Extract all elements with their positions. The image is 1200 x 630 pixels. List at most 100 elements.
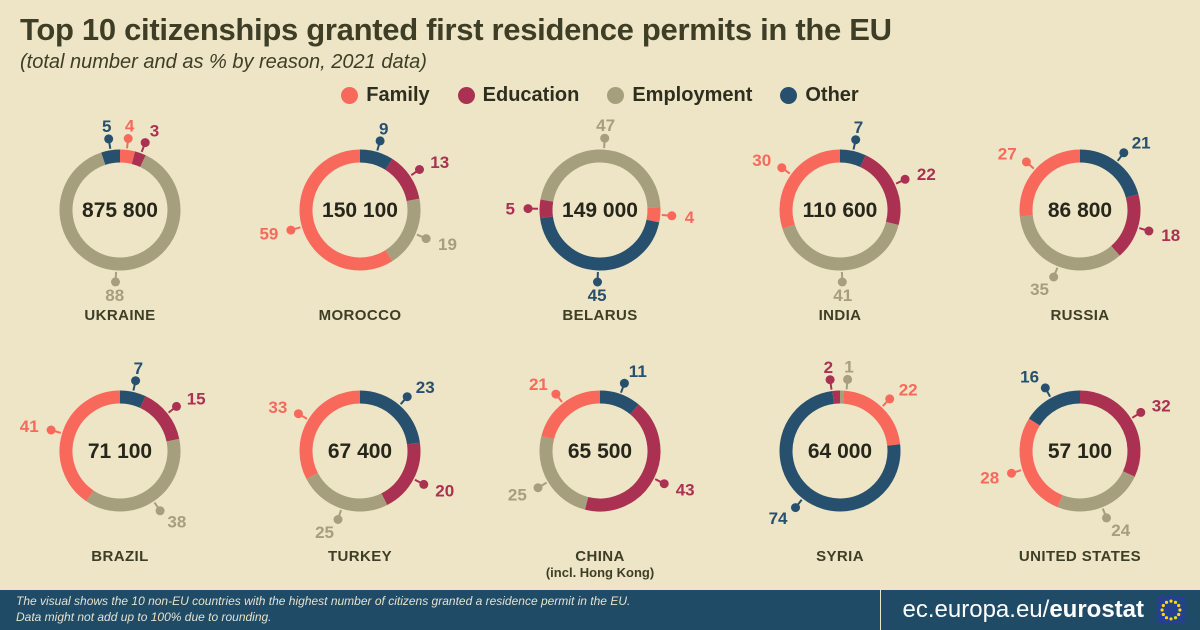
legend-label-family: Family: [366, 84, 430, 106]
total-label-ukraine: 875 800: [82, 199, 158, 222]
percent-label-other: 23: [416, 377, 435, 396]
percent-label-family: 22: [899, 380, 918, 399]
percent-label-employment: 19: [438, 235, 457, 254]
label-dot-employment-icon: [843, 374, 853, 384]
legend: Family Education Employment Other: [20, 84, 1180, 107]
donut-chart-china: 11 43 25 21 65 500 CHINA (incl. Hong Kong): [480, 350, 720, 580]
segment-family: [59, 390, 121, 501]
employment-legend-dot-icon: [607, 87, 625, 104]
label-dot-employment-icon: [1102, 512, 1111, 522]
percent-label-family: 27: [998, 144, 1017, 163]
label-dot-family-icon: [667, 211, 677, 221]
donut-chart-morocco: 9 13 19 59 150 100 MOROCCO: [240, 109, 480, 324]
donut-chart-belarus: 47 4 45 5 149 000 BELARUS: [480, 109, 720, 324]
donut-svg-brazil: 7 15 38 41 71 100: [20, 359, 206, 532]
donut-svg-russia: 21 18 35 27 86 800: [998, 134, 1180, 300]
label-dot-family-icon: [123, 134, 133, 143]
percent-label-other: 7: [854, 118, 863, 137]
percent-label-employment: 25: [315, 522, 334, 541]
footer-note-2: Data might not add up to 100% due to rou…: [16, 610, 272, 624]
segment-employment: [539, 435, 589, 510]
label-dot-family-icon: [286, 225, 296, 235]
total-label-morocco: 150 100: [322, 199, 398, 222]
total-label-syria: 64 000: [808, 440, 872, 463]
segment-other: [359, 149, 393, 171]
segment-education: [1110, 194, 1141, 256]
segment-family: [1019, 149, 1081, 217]
label-dot-employment-icon: [111, 277, 120, 287]
label-dot-employment-icon: [837, 277, 847, 287]
label-dot-family-icon: [1007, 468, 1016, 478]
label-dot-family-icon: [46, 425, 56, 434]
segment-education: [859, 155, 901, 226]
label-dot-other-icon: [619, 378, 629, 388]
donut-svg-morocco: 9 13 19 59 150 100: [259, 119, 457, 271]
country-label-morocco: MOROCCO: [318, 307, 402, 324]
segment-family: [842, 390, 901, 446]
percent-label-family: 33: [268, 398, 287, 417]
page-subtitle: (total number and as % by reason, 2021 d…: [20, 51, 427, 73]
donut-svg-belarus: 47 4 45 5 149 000: [506, 116, 695, 305]
segment-education: [1079, 390, 1141, 477]
donut-svg-china: 11 43 25 21 65 500: [508, 362, 695, 511]
percent-label-other: 74: [769, 508, 788, 527]
segment-family: [646, 207, 661, 223]
segment-family: [541, 390, 601, 439]
segment-employment: [782, 221, 899, 271]
country-label-china: CHINA: [575, 547, 625, 565]
label-dot-other-icon: [1040, 382, 1050, 392]
percent-label-other: 5: [102, 117, 111, 136]
legend-item-other: Other: [780, 84, 859, 107]
legend-label-education: Education: [482, 84, 580, 106]
percent-label-employment: 24: [1111, 521, 1130, 540]
header: Top 10 citizenships granted first reside…: [0, 0, 1200, 107]
percent-label-employment: 47: [596, 116, 615, 135]
segment-family: [299, 149, 393, 271]
donut-chart-united-states: 32 24 28 16 57 100 UNITED STATES: [960, 350, 1200, 565]
donut-chart-ukraine: 4 3 88 5 875 800 UKRAINE: [0, 109, 240, 324]
legend-label-employment: Employment: [632, 84, 753, 106]
percent-label-education: 22: [917, 165, 936, 184]
segment-education: [131, 151, 146, 168]
label-dot-other-icon: [851, 135, 861, 145]
donut-chart-brazil: 7 15 38 41 71 100 BRAZIL: [0, 350, 240, 565]
label-dot-education-icon: [415, 165, 424, 174]
eurostat-link[interactable]: ec.europa.eu/eurostat: [903, 596, 1144, 624]
label-dot-other-icon: [791, 502, 800, 512]
legend-label-other: Other: [805, 84, 859, 106]
legend-item-family: Family: [341, 84, 430, 107]
donut-chart-turkey: 23 20 25 33 67 400 TURKEY: [240, 350, 480, 565]
label-dot-education-icon: [523, 204, 533, 214]
footer-note-1: The visual shows the 10 non-EU countries…: [16, 594, 631, 609]
segment-other: [119, 390, 146, 408]
donut-chart-india: 7 22 41 30 110 600 INDIA: [720, 109, 960, 324]
total-label-brazil: 71 100: [88, 440, 152, 463]
label-dot-family-icon: [885, 393, 895, 403]
segment-family: [119, 149, 136, 165]
percent-label-employment: 88: [105, 286, 124, 305]
percent-label-education: 32: [1152, 396, 1171, 415]
percent-label-employment: 25: [508, 485, 527, 504]
segment-other: [101, 149, 121, 165]
legend-item-employment: Employment: [607, 84, 752, 107]
segment-education: [584, 403, 661, 511]
country-label-ukraine: UKRAINE: [84, 307, 156, 324]
percent-label-education: 15: [187, 389, 206, 408]
percent-label-family: 41: [20, 417, 39, 436]
segment-other: [1028, 390, 1081, 426]
percent-label-employment: 35: [1030, 280, 1049, 299]
footer-brand: ec.europa.eu/eurostat: [879, 590, 1200, 630]
percent-label-family: 4: [125, 117, 135, 136]
percent-label-employment: 41: [833, 286, 852, 305]
total-label-belarus: 149 000: [562, 199, 638, 222]
percent-label-family: 21: [529, 374, 548, 393]
country-label-turkey: TURKEY: [327, 547, 393, 565]
percent-label-family: 30: [752, 151, 771, 170]
label-dot-family-icon: [551, 389, 561, 399]
label-dot-employment-icon: [155, 505, 165, 515]
percent-label-education: 3: [150, 121, 159, 140]
label-dot-employment-icon: [1049, 272, 1059, 282]
label-dot-other-icon: [104, 134, 114, 144]
segment-education: [385, 158, 420, 202]
